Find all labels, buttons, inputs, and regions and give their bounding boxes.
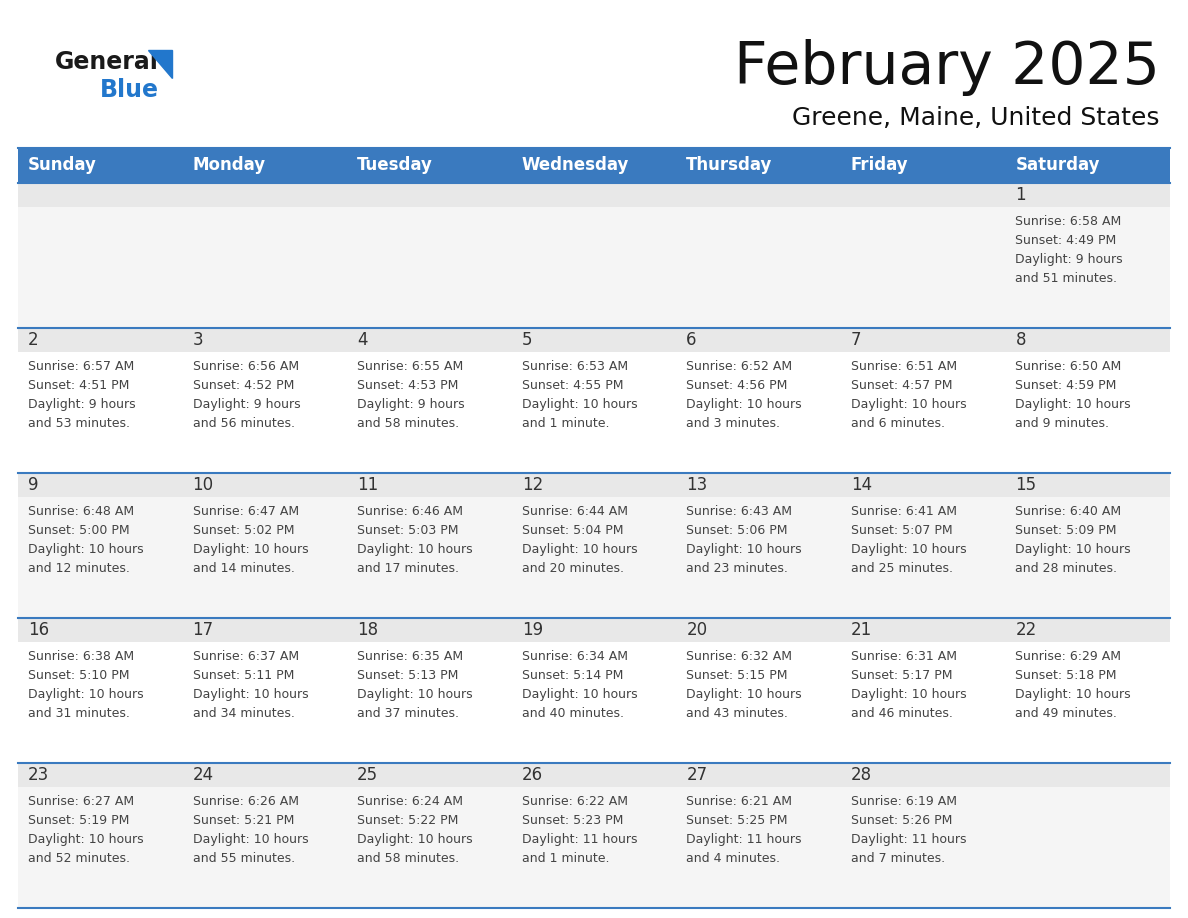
Text: Sunrise: 6:38 AM
Sunset: 5:10 PM
Daylight: 10 hours
and 31 minutes.: Sunrise: 6:38 AM Sunset: 5:10 PM Dayligh…: [29, 650, 144, 720]
Text: Sunrise: 6:48 AM
Sunset: 5:00 PM
Daylight: 10 hours
and 12 minutes.: Sunrise: 6:48 AM Sunset: 5:00 PM Dayligh…: [29, 505, 144, 575]
Text: 26: 26: [522, 766, 543, 784]
Text: 27: 27: [687, 766, 707, 784]
Text: Sunrise: 6:57 AM
Sunset: 4:51 PM
Daylight: 9 hours
and 53 minutes.: Sunrise: 6:57 AM Sunset: 4:51 PM Dayligh…: [29, 360, 135, 430]
Bar: [18, 328, 1170, 352]
Text: 10: 10: [192, 476, 214, 494]
Text: Sunrise: 6:29 AM
Sunset: 5:18 PM
Daylight: 10 hours
and 49 minutes.: Sunrise: 6:29 AM Sunset: 5:18 PM Dayligh…: [1016, 650, 1131, 720]
Text: Sunrise: 6:55 AM
Sunset: 4:53 PM
Daylight: 9 hours
and 58 minutes.: Sunrise: 6:55 AM Sunset: 4:53 PM Dayligh…: [358, 360, 465, 430]
Text: Tuesday: Tuesday: [358, 156, 432, 174]
Text: Sunrise: 6:26 AM
Sunset: 5:21 PM
Daylight: 10 hours
and 55 minutes.: Sunrise: 6:26 AM Sunset: 5:21 PM Dayligh…: [192, 795, 308, 865]
Text: February 2025: February 2025: [734, 39, 1159, 96]
Text: 3: 3: [192, 331, 203, 349]
Text: Sunrise: 6:32 AM
Sunset: 5:15 PM
Daylight: 10 hours
and 43 minutes.: Sunrise: 6:32 AM Sunset: 5:15 PM Dayligh…: [687, 650, 802, 720]
Text: Sunrise: 6:44 AM
Sunset: 5:04 PM
Daylight: 10 hours
and 20 minutes.: Sunrise: 6:44 AM Sunset: 5:04 PM Dayligh…: [522, 505, 637, 575]
Text: 19: 19: [522, 621, 543, 639]
Text: 21: 21: [851, 621, 872, 639]
Text: 5: 5: [522, 331, 532, 349]
Text: 20: 20: [687, 621, 707, 639]
Text: 4: 4: [358, 331, 367, 349]
Text: 18: 18: [358, 621, 378, 639]
Text: 1: 1: [1016, 186, 1026, 204]
Text: Sunrise: 6:46 AM
Sunset: 5:03 PM
Daylight: 10 hours
and 17 minutes.: Sunrise: 6:46 AM Sunset: 5:03 PM Dayligh…: [358, 505, 473, 575]
Text: 24: 24: [192, 766, 214, 784]
Bar: [18, 618, 1170, 763]
Text: Sunrise: 6:50 AM
Sunset: 4:59 PM
Daylight: 10 hours
and 9 minutes.: Sunrise: 6:50 AM Sunset: 4:59 PM Dayligh…: [1016, 360, 1131, 430]
Text: 28: 28: [851, 766, 872, 784]
Bar: [18, 473, 1170, 497]
Text: 15: 15: [1016, 476, 1037, 494]
Text: General: General: [55, 50, 159, 74]
Text: Monday: Monday: [192, 156, 266, 174]
Text: Sunday: Sunday: [29, 156, 97, 174]
Text: 22: 22: [1016, 621, 1037, 639]
Text: Sunrise: 6:47 AM
Sunset: 5:02 PM
Daylight: 10 hours
and 14 minutes.: Sunrise: 6:47 AM Sunset: 5:02 PM Dayligh…: [192, 505, 308, 575]
Text: 16: 16: [29, 621, 49, 639]
Bar: [18, 618, 1170, 642]
Text: 7: 7: [851, 331, 861, 349]
Bar: [18, 328, 1170, 473]
Text: 23: 23: [29, 766, 49, 784]
Text: Sunrise: 6:34 AM
Sunset: 5:14 PM
Daylight: 10 hours
and 40 minutes.: Sunrise: 6:34 AM Sunset: 5:14 PM Dayligh…: [522, 650, 637, 720]
Text: Blue: Blue: [100, 78, 159, 102]
Text: Sunrise: 6:21 AM
Sunset: 5:25 PM
Daylight: 11 hours
and 4 minutes.: Sunrise: 6:21 AM Sunset: 5:25 PM Dayligh…: [687, 795, 802, 865]
Text: Sunrise: 6:22 AM
Sunset: 5:23 PM
Daylight: 11 hours
and 1 minute.: Sunrise: 6:22 AM Sunset: 5:23 PM Dayligh…: [522, 795, 637, 865]
Text: 2: 2: [29, 331, 39, 349]
Text: Sunrise: 6:19 AM
Sunset: 5:26 PM
Daylight: 11 hours
and 7 minutes.: Sunrise: 6:19 AM Sunset: 5:26 PM Dayligh…: [851, 795, 966, 865]
Text: Sunrise: 6:27 AM
Sunset: 5:19 PM
Daylight: 10 hours
and 52 minutes.: Sunrise: 6:27 AM Sunset: 5:19 PM Dayligh…: [29, 795, 144, 865]
Text: Sunrise: 6:51 AM
Sunset: 4:57 PM
Daylight: 10 hours
and 6 minutes.: Sunrise: 6:51 AM Sunset: 4:57 PM Dayligh…: [851, 360, 967, 430]
Text: Thursday: Thursday: [687, 156, 772, 174]
Text: Sunrise: 6:40 AM
Sunset: 5:09 PM
Daylight: 10 hours
and 28 minutes.: Sunrise: 6:40 AM Sunset: 5:09 PM Dayligh…: [1016, 505, 1131, 575]
Text: 17: 17: [192, 621, 214, 639]
Text: Greene, Maine, United States: Greene, Maine, United States: [792, 106, 1159, 130]
Bar: [18, 763, 1170, 908]
Text: Sunrise: 6:35 AM
Sunset: 5:13 PM
Daylight: 10 hours
and 37 minutes.: Sunrise: 6:35 AM Sunset: 5:13 PM Dayligh…: [358, 650, 473, 720]
Text: Sunrise: 6:52 AM
Sunset: 4:56 PM
Daylight: 10 hours
and 3 minutes.: Sunrise: 6:52 AM Sunset: 4:56 PM Dayligh…: [687, 360, 802, 430]
Text: 8: 8: [1016, 331, 1026, 349]
Bar: [18, 473, 1170, 618]
Text: Friday: Friday: [851, 156, 909, 174]
Text: 25: 25: [358, 766, 378, 784]
Text: Sunrise: 6:53 AM
Sunset: 4:55 PM
Daylight: 10 hours
and 1 minute.: Sunrise: 6:53 AM Sunset: 4:55 PM Dayligh…: [522, 360, 637, 430]
Text: Wednesday: Wednesday: [522, 156, 630, 174]
Bar: [18, 183, 1170, 207]
Text: Sunrise: 6:41 AM
Sunset: 5:07 PM
Daylight: 10 hours
and 25 minutes.: Sunrise: 6:41 AM Sunset: 5:07 PM Dayligh…: [851, 505, 967, 575]
Text: Sunrise: 6:58 AM
Sunset: 4:49 PM
Daylight: 9 hours
and 51 minutes.: Sunrise: 6:58 AM Sunset: 4:49 PM Dayligh…: [1016, 215, 1123, 285]
Text: Sunrise: 6:43 AM
Sunset: 5:06 PM
Daylight: 10 hours
and 23 minutes.: Sunrise: 6:43 AM Sunset: 5:06 PM Dayligh…: [687, 505, 802, 575]
Text: Sunrise: 6:37 AM
Sunset: 5:11 PM
Daylight: 10 hours
and 34 minutes.: Sunrise: 6:37 AM Sunset: 5:11 PM Dayligh…: [192, 650, 308, 720]
Text: 14: 14: [851, 476, 872, 494]
Text: 11: 11: [358, 476, 379, 494]
Text: 9: 9: [29, 476, 38, 494]
Polygon shape: [148, 50, 172, 78]
Text: Sunrise: 6:24 AM
Sunset: 5:22 PM
Daylight: 10 hours
and 58 minutes.: Sunrise: 6:24 AM Sunset: 5:22 PM Dayligh…: [358, 795, 473, 865]
Text: Sunrise: 6:31 AM
Sunset: 5:17 PM
Daylight: 10 hours
and 46 minutes.: Sunrise: 6:31 AM Sunset: 5:17 PM Dayligh…: [851, 650, 967, 720]
Text: 6: 6: [687, 331, 697, 349]
Bar: [18, 148, 1170, 183]
Text: 13: 13: [687, 476, 708, 494]
Bar: [18, 763, 1170, 787]
Text: Sunrise: 6:56 AM
Sunset: 4:52 PM
Daylight: 9 hours
and 56 minutes.: Sunrise: 6:56 AM Sunset: 4:52 PM Dayligh…: [192, 360, 301, 430]
Bar: [18, 183, 1170, 328]
Text: Saturday: Saturday: [1016, 156, 1100, 174]
Text: 12: 12: [522, 476, 543, 494]
